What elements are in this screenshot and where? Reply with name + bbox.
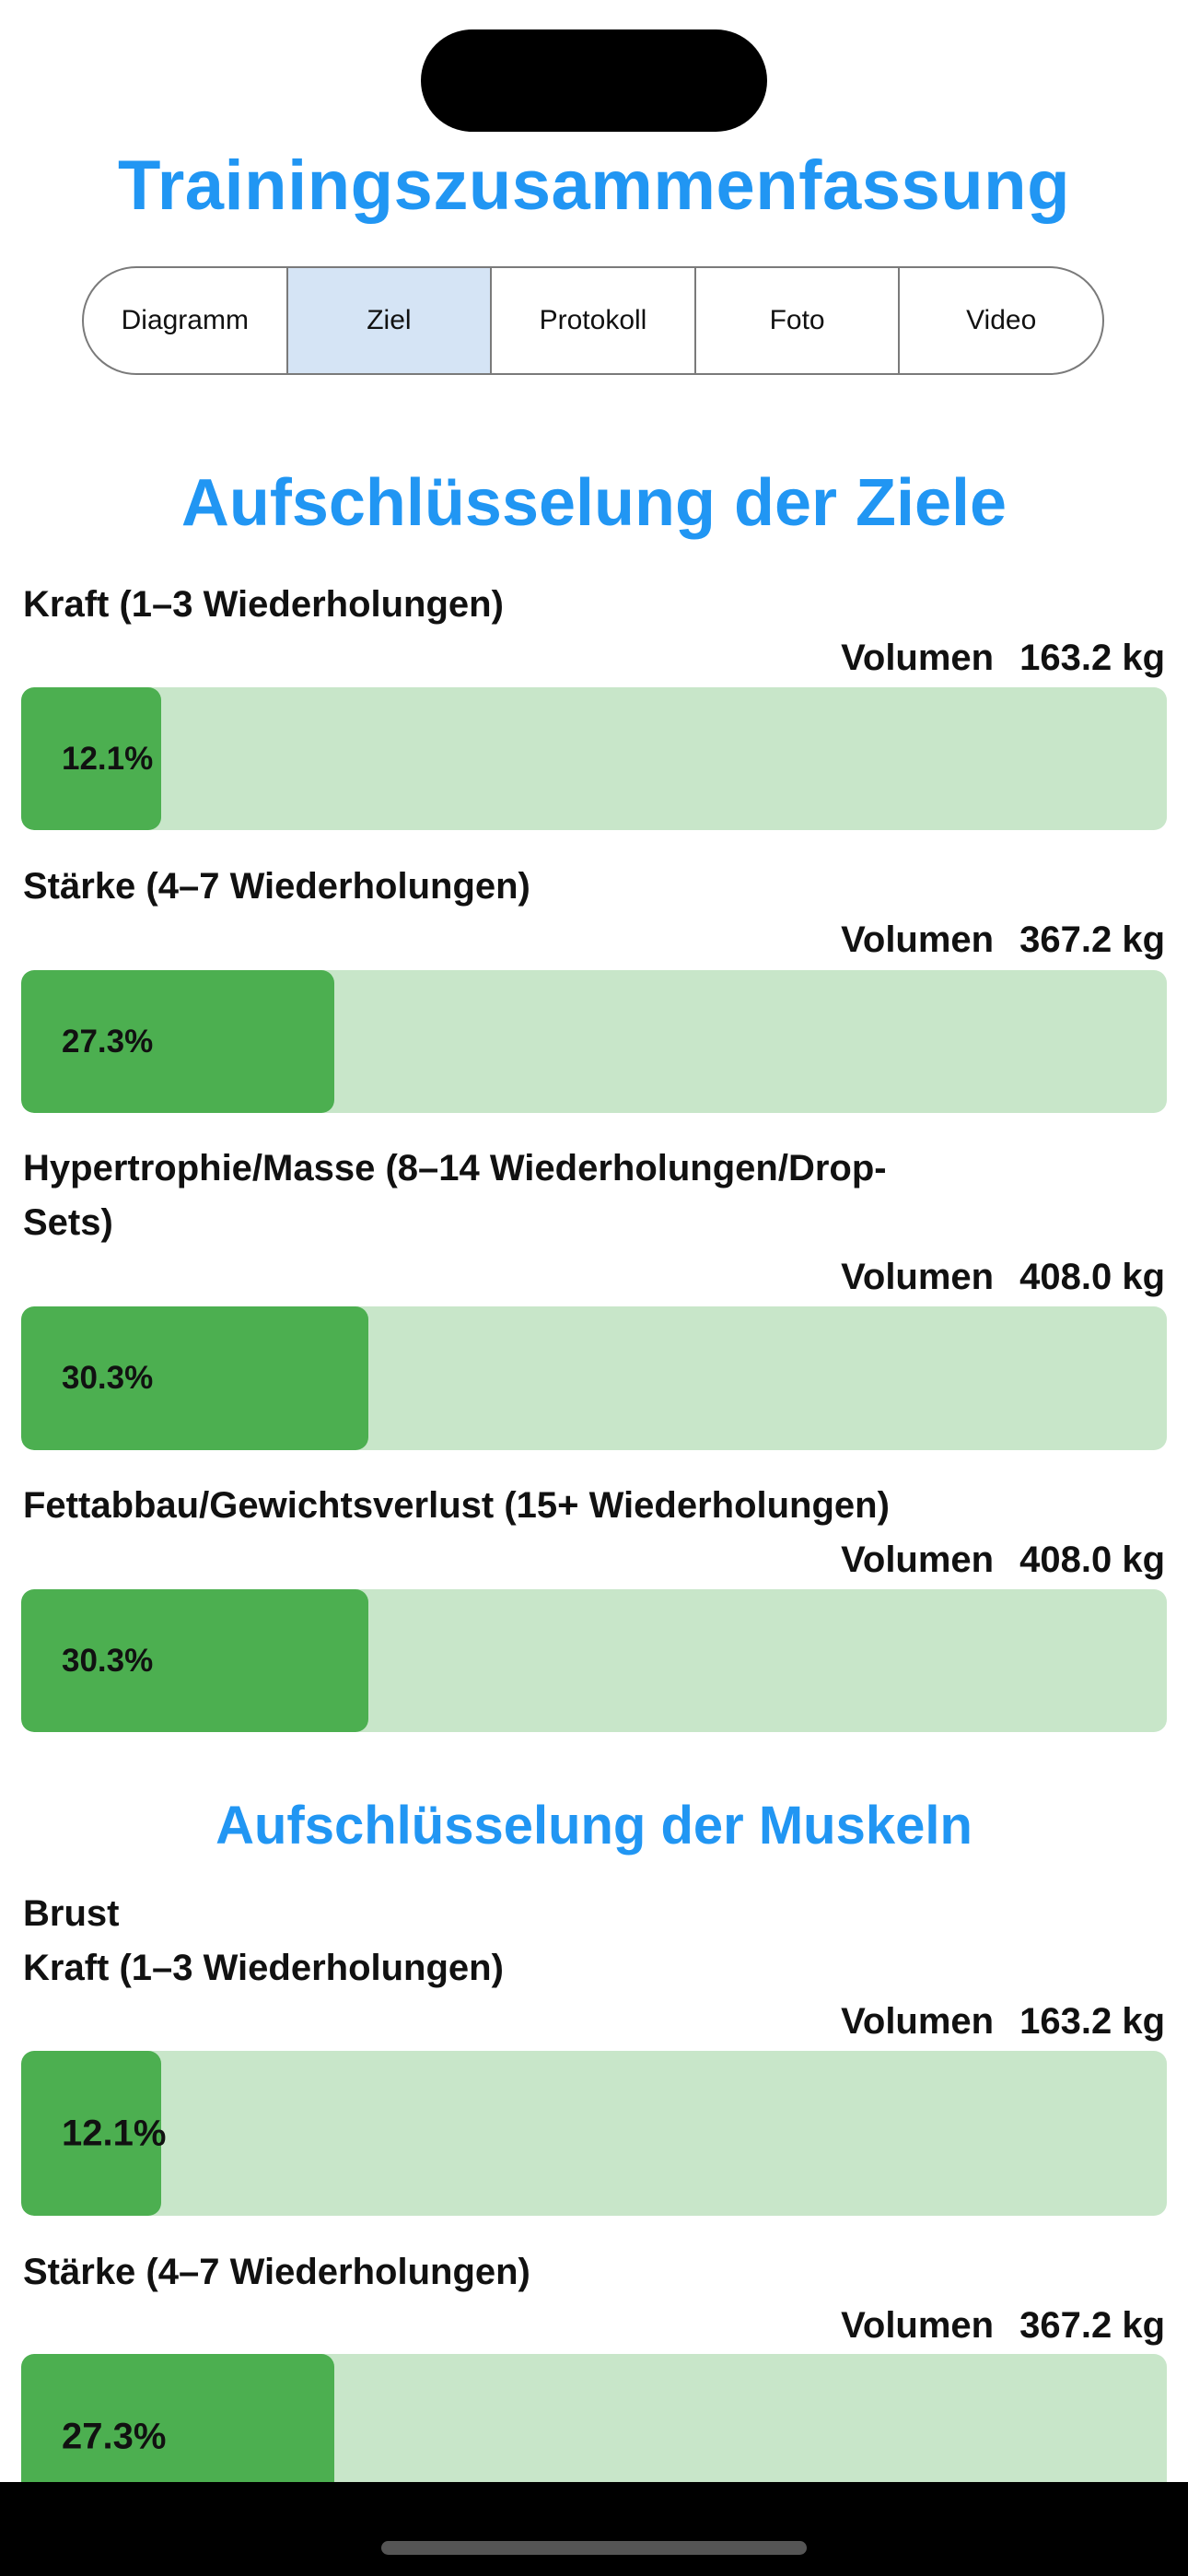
- tab-video[interactable]: Video: [898, 268, 1102, 373]
- progress-fill: [21, 1306, 368, 1450]
- goal-bar-staerke: 27.3%: [21, 970, 1167, 1113]
- muscle-goal-bar-kraft: 12.1%: [21, 2051, 1167, 2216]
- bottom-safe-area: [0, 2482, 1188, 2576]
- goal-bar-fettabbau: 30.3%: [21, 1589, 1167, 1732]
- goal-volume-hypertrophie: Volumen 408.0 kg: [841, 1257, 1165, 1298]
- goal-volume-fettabbau: Volumen 408.0 kg: [841, 1540, 1165, 1581]
- volume-value: 367.2 kg: [1019, 2305, 1165, 2346]
- percent-label: 30.3%: [62, 1360, 154, 1396]
- percent-label: 27.3%: [62, 1023, 154, 1060]
- volume-value: 367.2 kg: [1019, 919, 1165, 960]
- progress-fill: [21, 1589, 368, 1732]
- volume-label: Volumen: [841, 2305, 995, 2346]
- muscle-goal-volume-staerke: Volumen 367.2 kg: [841, 2305, 1165, 2347]
- volume-label: Volumen: [841, 919, 995, 960]
- goal-label-fettabbau: Fettabbau/Gewichtsverlust (15+ Wiederhol…: [23, 1485, 890, 1526]
- muscle-goal-volume-kraft: Volumen 163.2 kg: [841, 2001, 1165, 2043]
- label-line-1: Hypertrophie/Masse (8–14 Wiederholungen/…: [23, 1148, 887, 1188]
- progress-fill: [21, 970, 334, 1113]
- page-title: Trainingszusammenfassung: [117, 146, 1071, 225]
- volume-label: Volumen: [841, 2001, 995, 2042]
- percent-label: 27.3%: [62, 2416, 167, 2456]
- percent-label: 12.1%: [62, 740, 154, 777]
- dynamic-island: [421, 29, 767, 132]
- segmented-control: Diagramm Ziel Protokoll Foto Video: [82, 266, 1104, 375]
- goals-heading: Aufschlüsselung der Ziele: [181, 466, 1007, 540]
- progress-fill: [21, 687, 161, 830]
- progress-fill: [21, 2051, 161, 2216]
- percent-label: 12.1%: [62, 2113, 167, 2153]
- goal-label-staerke: Stärke (4–7 Wiederholungen): [23, 866, 530, 907]
- goal-label-kraft: Kraft (1–3 Wiederholungen): [23, 584, 504, 625]
- muscles-heading: Aufschlüsselung der Muskeln: [215, 1796, 973, 1856]
- goal-label-hypertrophie: Hypertrophie/Masse (8–14 Wiederholungen/…: [23, 1142, 1128, 1250]
- muscle-goal-label-staerke: Stärke (4–7 Wiederholungen): [23, 2252, 530, 2292]
- label-line-2: Sets): [23, 1202, 113, 1243]
- volume-value: 408.0 kg: [1019, 1257, 1165, 1297]
- volume-label: Volumen: [841, 638, 995, 678]
- muscle-name-brust: Brust: [23, 1893, 120, 1934]
- volume-label: Volumen: [841, 1540, 995, 1580]
- volume-value: 408.0 kg: [1019, 1540, 1165, 1580]
- tab-ziel[interactable]: Ziel: [285, 268, 491, 373]
- percent-label: 30.3%: [62, 1642, 154, 1679]
- home-indicator[interactable]: [381, 2541, 807, 2555]
- goal-bar-kraft: 12.1%: [21, 687, 1167, 830]
- tab-diagramm[interactable]: Diagramm: [121, 305, 249, 335]
- goal-volume-kraft: Volumen 163.2 kg: [841, 638, 1165, 679]
- volume-label: Volumen: [841, 1257, 995, 1297]
- volume-value: 163.2 kg: [1019, 638, 1165, 678]
- tab-protokoll[interactable]: Protokoll: [490, 268, 694, 373]
- tab-foto[interactable]: Foto: [693, 268, 899, 373]
- volume-value: 163.2 kg: [1019, 2001, 1165, 2042]
- goal-bar-hypertrophie: 30.3%: [21, 1306, 1167, 1450]
- goal-volume-staerke: Volumen 367.2 kg: [841, 919, 1165, 961]
- muscle-goal-label-kraft: Kraft (1–3 Wiederholungen): [23, 1948, 504, 1988]
